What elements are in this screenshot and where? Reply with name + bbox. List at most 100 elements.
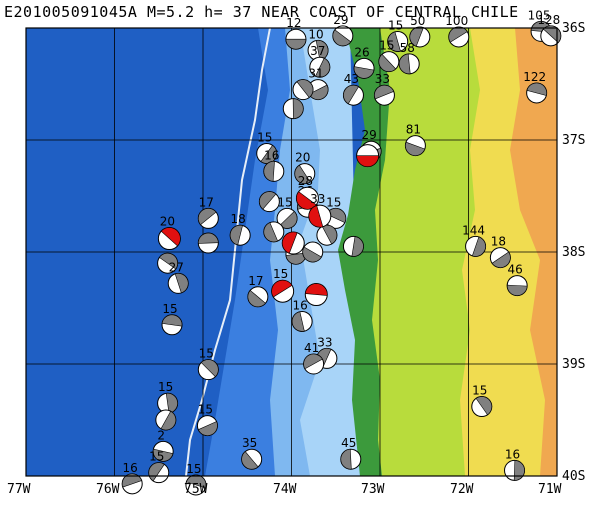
depth-label: 10 bbox=[308, 27, 323, 41]
beachball-compressional-quadrant bbox=[513, 460, 525, 481]
depth-label: 17 bbox=[248, 274, 263, 288]
beachball-compressional-quadrant bbox=[343, 84, 360, 105]
beachball-compressional-quadrant bbox=[405, 141, 426, 156]
event-beachball-3 bbox=[281, 231, 305, 255]
beachball-compressional-quadrant bbox=[158, 252, 178, 270]
focal-mechanism-27 bbox=[342, 235, 364, 257]
focal-mechanism-49: 2 bbox=[152, 428, 174, 462]
depth-label: 16 bbox=[123, 461, 138, 475]
beachball-compressional-quadrant bbox=[398, 53, 411, 75]
beachball-compressional-quadrant bbox=[200, 359, 219, 378]
focal-mechanism-30 bbox=[302, 241, 324, 263]
focal-mechanism-2: 15 bbox=[387, 18, 409, 52]
depth-label: 29 bbox=[362, 128, 377, 142]
depth-label: 46 bbox=[508, 263, 523, 277]
focal-mechanism-33: 17 bbox=[197, 195, 219, 229]
focal-mechanism-38: 18 bbox=[489, 235, 511, 269]
focal-mechanism-22: 16 bbox=[263, 148, 285, 182]
depth-label: 20 bbox=[295, 151, 310, 165]
beachball-compressional-quadrant bbox=[302, 246, 322, 263]
depth-label: 17 bbox=[199, 195, 214, 209]
focal-mechanism-3: 50 bbox=[409, 14, 431, 48]
focal-mechanism-18: 15 bbox=[256, 130, 278, 164]
depth-label: 15 bbox=[158, 380, 173, 394]
beachball-compressional-quadrant bbox=[160, 410, 177, 431]
event-beachball-0 bbox=[356, 144, 380, 168]
beachball-compressional-quadrant bbox=[409, 26, 424, 47]
x-tick-73w: 73W bbox=[361, 482, 385, 497]
focal-mechanism-48: 15 bbox=[196, 403, 218, 437]
depth-label: 45 bbox=[341, 436, 356, 450]
focal-mechanism-34 bbox=[197, 232, 219, 254]
event-beachball-1: 28 bbox=[295, 174, 319, 210]
beachball-compressional-quadrant bbox=[374, 84, 395, 100]
beachball-compressional-quadrant bbox=[378, 53, 397, 72]
depth-label: 33 bbox=[375, 72, 390, 86]
x-tick-72w: 72W bbox=[450, 482, 474, 497]
beachball-compressional-quadrant bbox=[282, 231, 298, 254]
beachball-compressional-quadrant bbox=[294, 164, 311, 184]
depth-label: 18 bbox=[491, 235, 506, 249]
beachball-compressional-quadrant bbox=[263, 222, 279, 243]
focal-mechanism-36: 27 bbox=[167, 260, 189, 294]
map-title: E201005091045A M=5.2 h= 37 NEAR COAST OF… bbox=[4, 3, 519, 21]
beachball-compressional-quadrant bbox=[356, 155, 379, 167]
focal-mechanism-21: 20 bbox=[294, 151, 316, 185]
depth-label: 37 bbox=[310, 44, 325, 58]
focal-mechanism-32: 18 bbox=[229, 212, 251, 246]
depth-label: 15 bbox=[257, 130, 272, 144]
depth-label: 26 bbox=[354, 45, 369, 59]
depth-label: 27 bbox=[169, 260, 184, 274]
focal-mechanism-45: 15 bbox=[197, 347, 219, 381]
focal-mechanism-10: 26 bbox=[353, 45, 375, 79]
focal-mechanism-14: 33 bbox=[373, 72, 395, 106]
focal-mechanism-4: 100 bbox=[445, 14, 470, 48]
depth-label: 20 bbox=[160, 215, 175, 229]
focal-mechanism-20: 81 bbox=[404, 123, 426, 157]
focal-mechanism-46: 15 bbox=[157, 380, 179, 414]
focal-mechanism-16 bbox=[292, 79, 314, 101]
depth-label: 15 bbox=[326, 195, 341, 209]
depth-label: 15 bbox=[379, 39, 394, 53]
event-beachball-2: 33 bbox=[308, 192, 332, 228]
depth-label: 58 bbox=[400, 41, 415, 55]
focal-mechanism-6: 128 bbox=[537, 13, 562, 47]
x-tick-76w: 76W bbox=[96, 482, 120, 497]
focal-mechanism-40: 17 bbox=[247, 274, 269, 308]
trench-line bbox=[185, 28, 271, 476]
beachball-compressional-quadrant bbox=[475, 396, 493, 416]
depth-label: 100 bbox=[445, 14, 468, 28]
beachball-compressional-quadrant bbox=[259, 191, 277, 210]
focal-mechanism-9: 31 bbox=[307, 67, 329, 101]
focal-mechanism-15: 122 bbox=[523, 70, 548, 104]
focal-mechanism-8: 37 bbox=[309, 44, 331, 78]
beachball-compressional-quadrant bbox=[308, 205, 324, 228]
x-tick-75w: 75W bbox=[184, 482, 208, 497]
focal-mechanism-35 bbox=[157, 252, 179, 274]
focal-mechanism-54: 15 bbox=[185, 462, 207, 496]
depth-label: 128 bbox=[537, 13, 560, 27]
focal-mechanism-37: 144 bbox=[462, 223, 487, 257]
focal-mechanism-23 bbox=[258, 191, 280, 213]
x-tick-77w: 77W bbox=[7, 482, 31, 497]
event-beachball-5 bbox=[304, 283, 328, 307]
depth-label: 2 bbox=[157, 428, 165, 442]
beachball-compressional-quadrant bbox=[291, 311, 305, 332]
y-tick-36s: 36S bbox=[562, 21, 586, 36]
focal-mechanism-55: 15 bbox=[471, 384, 493, 418]
depth-label: 41 bbox=[304, 341, 319, 355]
y-tick-40s: 40S bbox=[562, 469, 586, 484]
beachball-compressional-quadrant bbox=[387, 31, 401, 52]
beachball-compressional-quadrant bbox=[332, 29, 352, 47]
focal-mechanism-0: 12 bbox=[285, 16, 307, 50]
depth-label: 28 bbox=[298, 174, 313, 188]
beachball-compressional-quadrant bbox=[229, 224, 243, 246]
beachball-compressional-quadrant bbox=[315, 57, 331, 78]
focal-mechanism-11: 15 bbox=[378, 39, 400, 73]
x-tick-71w: 71W bbox=[538, 482, 562, 497]
focal-mechanism-43: 41 bbox=[303, 341, 325, 375]
beachball-compressional-quadrant bbox=[241, 451, 259, 470]
depth-label: 15 bbox=[198, 403, 213, 417]
